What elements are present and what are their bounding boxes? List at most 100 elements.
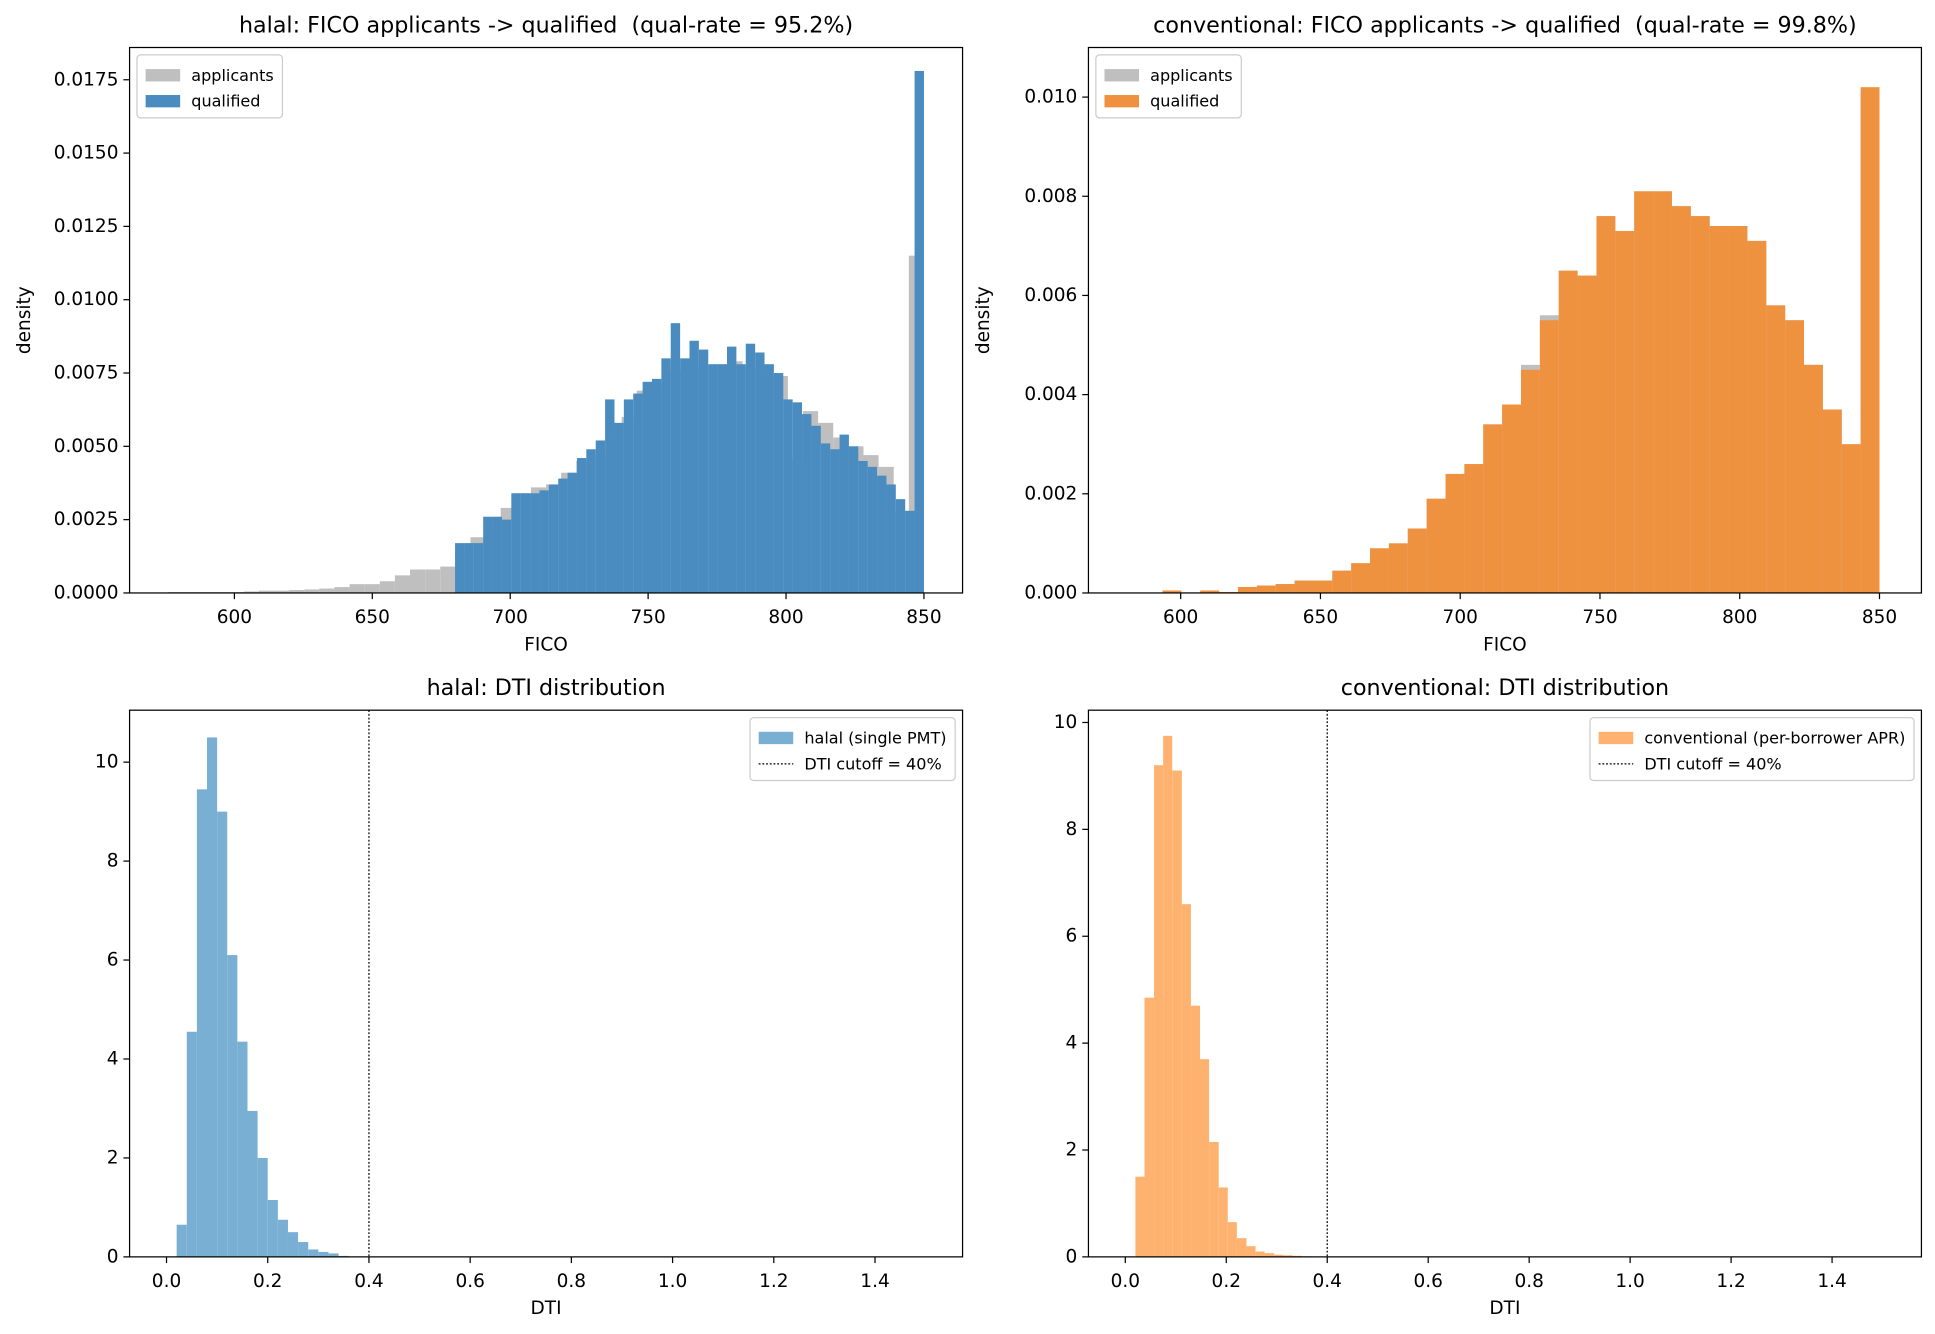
legend-label: qualified — [191, 92, 260, 111]
y-tick-label: 8 — [1066, 819, 1078, 840]
bar — [364, 584, 380, 593]
chart-title: halal: DTI distribution — [427, 675, 666, 701]
bar — [895, 499, 906, 593]
bar — [1766, 305, 1786, 593]
bar — [1283, 1255, 1293, 1257]
bar — [1785, 320, 1805, 593]
bar — [440, 566, 456, 593]
bar — [1502, 404, 1522, 593]
bar — [501, 519, 512, 593]
bar — [558, 478, 568, 593]
x-tick-label: 0.0 — [152, 1271, 181, 1292]
bar — [308, 1249, 319, 1257]
y-tick-label: 4 — [107, 1048, 119, 1069]
chart-title: halal: FICO applicants -> qualified (qua… — [239, 12, 853, 38]
y-tick-label: 0.0025 — [54, 509, 119, 530]
x-tick-label: 650 — [355, 607, 390, 628]
bar — [1370, 548, 1389, 593]
bar — [1596, 216, 1616, 593]
bar — [614, 422, 624, 593]
x-axis-label: FICO — [524, 634, 568, 655]
legend-label: DTI cutoff = 40% — [804, 754, 941, 773]
y-tick-label: 2 — [1066, 1139, 1078, 1160]
bar — [1294, 580, 1314, 593]
x-tick-label: 1.2 — [759, 1271, 788, 1292]
x-tick-label: 1.4 — [1817, 1271, 1846, 1292]
bar — [1558, 270, 1578, 593]
legend-label: qualified — [1150, 92, 1219, 111]
bar — [848, 446, 859, 593]
bar — [287, 1232, 299, 1257]
bar — [1634, 191, 1654, 593]
legend-swatch — [145, 95, 181, 108]
y-tick-label: 0.0075 — [54, 363, 119, 384]
bar — [1426, 498, 1446, 593]
chart-title: conventional: FICO applicants -> qualifi… — [1153, 12, 1857, 38]
bar — [745, 343, 756, 593]
x-tick-label: 1.4 — [860, 1271, 889, 1292]
axes: 600 650 700 750 800 850 0.0000 0.0025 0.0050 0.00… — [14, 12, 964, 655]
bar — [586, 449, 596, 593]
y-tick-label: 0.0000 — [54, 582, 119, 603]
bar — [247, 1110, 258, 1257]
bar — [1154, 765, 1164, 1257]
bar — [830, 449, 840, 593]
y-axis-label: density — [973, 286, 994, 354]
x-tick-label: 1.2 — [1716, 1271, 1745, 1292]
axes: 600 650 700 750 800 850 0.000 0.002 0.004 0.006 0.… — [973, 12, 1923, 655]
x-axis-label: DTI — [531, 1298, 562, 1319]
bar — [1313, 580, 1333, 593]
bar — [670, 323, 681, 593]
bar — [1860, 87, 1880, 593]
x-tick-label: 0.6 — [1413, 1271, 1442, 1292]
bar — [717, 364, 728, 593]
y-tick-label: 0 — [1066, 1246, 1078, 1267]
legend-frame — [749, 716, 956, 782]
bar — [1264, 1253, 1275, 1257]
bar — [334, 587, 350, 593]
bar — [755, 352, 765, 593]
bar — [811, 425, 821, 593]
bar — [783, 399, 793, 593]
bar — [1218, 1187, 1228, 1257]
axes-frame — [1087, 709, 1923, 1258]
x-tick-label: 0.4 — [354, 1271, 383, 1292]
y-tick-label: 2 — [107, 1147, 119, 1168]
bar — [1445, 473, 1465, 593]
axes-frame — [1087, 46, 1923, 594]
bar — [1521, 369, 1540, 593]
bar — [257, 1157, 268, 1257]
bar — [877, 475, 887, 593]
bar — [1255, 1251, 1265, 1257]
bar — [289, 590, 305, 593]
legend-label: conventional (per-borrower APR) — [1644, 728, 1905, 747]
bar — [642, 381, 652, 593]
bar — [1332, 570, 1352, 593]
bar — [1181, 904, 1191, 1257]
bar — [1190, 1005, 1201, 1257]
legend-label: applicants — [1150, 66, 1233, 85]
bar — [186, 1031, 197, 1257]
bar — [273, 590, 290, 593]
bar — [1615, 230, 1635, 593]
bar — [1483, 424, 1503, 593]
x-tick-label: 650 — [1303, 607, 1338, 628]
legend: conventional (per-borrower APR) DTI cutof… — [1589, 716, 1915, 782]
x-tick-label: 850 — [1862, 607, 1897, 628]
x-tick-label: 600 — [217, 607, 252, 628]
x-tick-label: 600 — [1163, 607, 1198, 628]
bar — [539, 490, 549, 593]
y-axis-label: density — [14, 286, 35, 354]
x-axis-label: FICO — [1483, 634, 1527, 655]
bar — [661, 358, 671, 593]
y-tick-label: 0.0125 — [54, 216, 119, 237]
bar — [492, 516, 502, 593]
y-tick-label: 0.006 — [1024, 285, 1077, 306]
legend: applicants qualified — [1095, 54, 1242, 119]
bar — [1246, 1246, 1256, 1257]
y-tick-label: 0.0175 — [54, 69, 119, 90]
x-tick-label: 800 — [768, 607, 803, 628]
bar — [318, 1251, 329, 1257]
y-tick-label: 6 — [1066, 926, 1078, 947]
